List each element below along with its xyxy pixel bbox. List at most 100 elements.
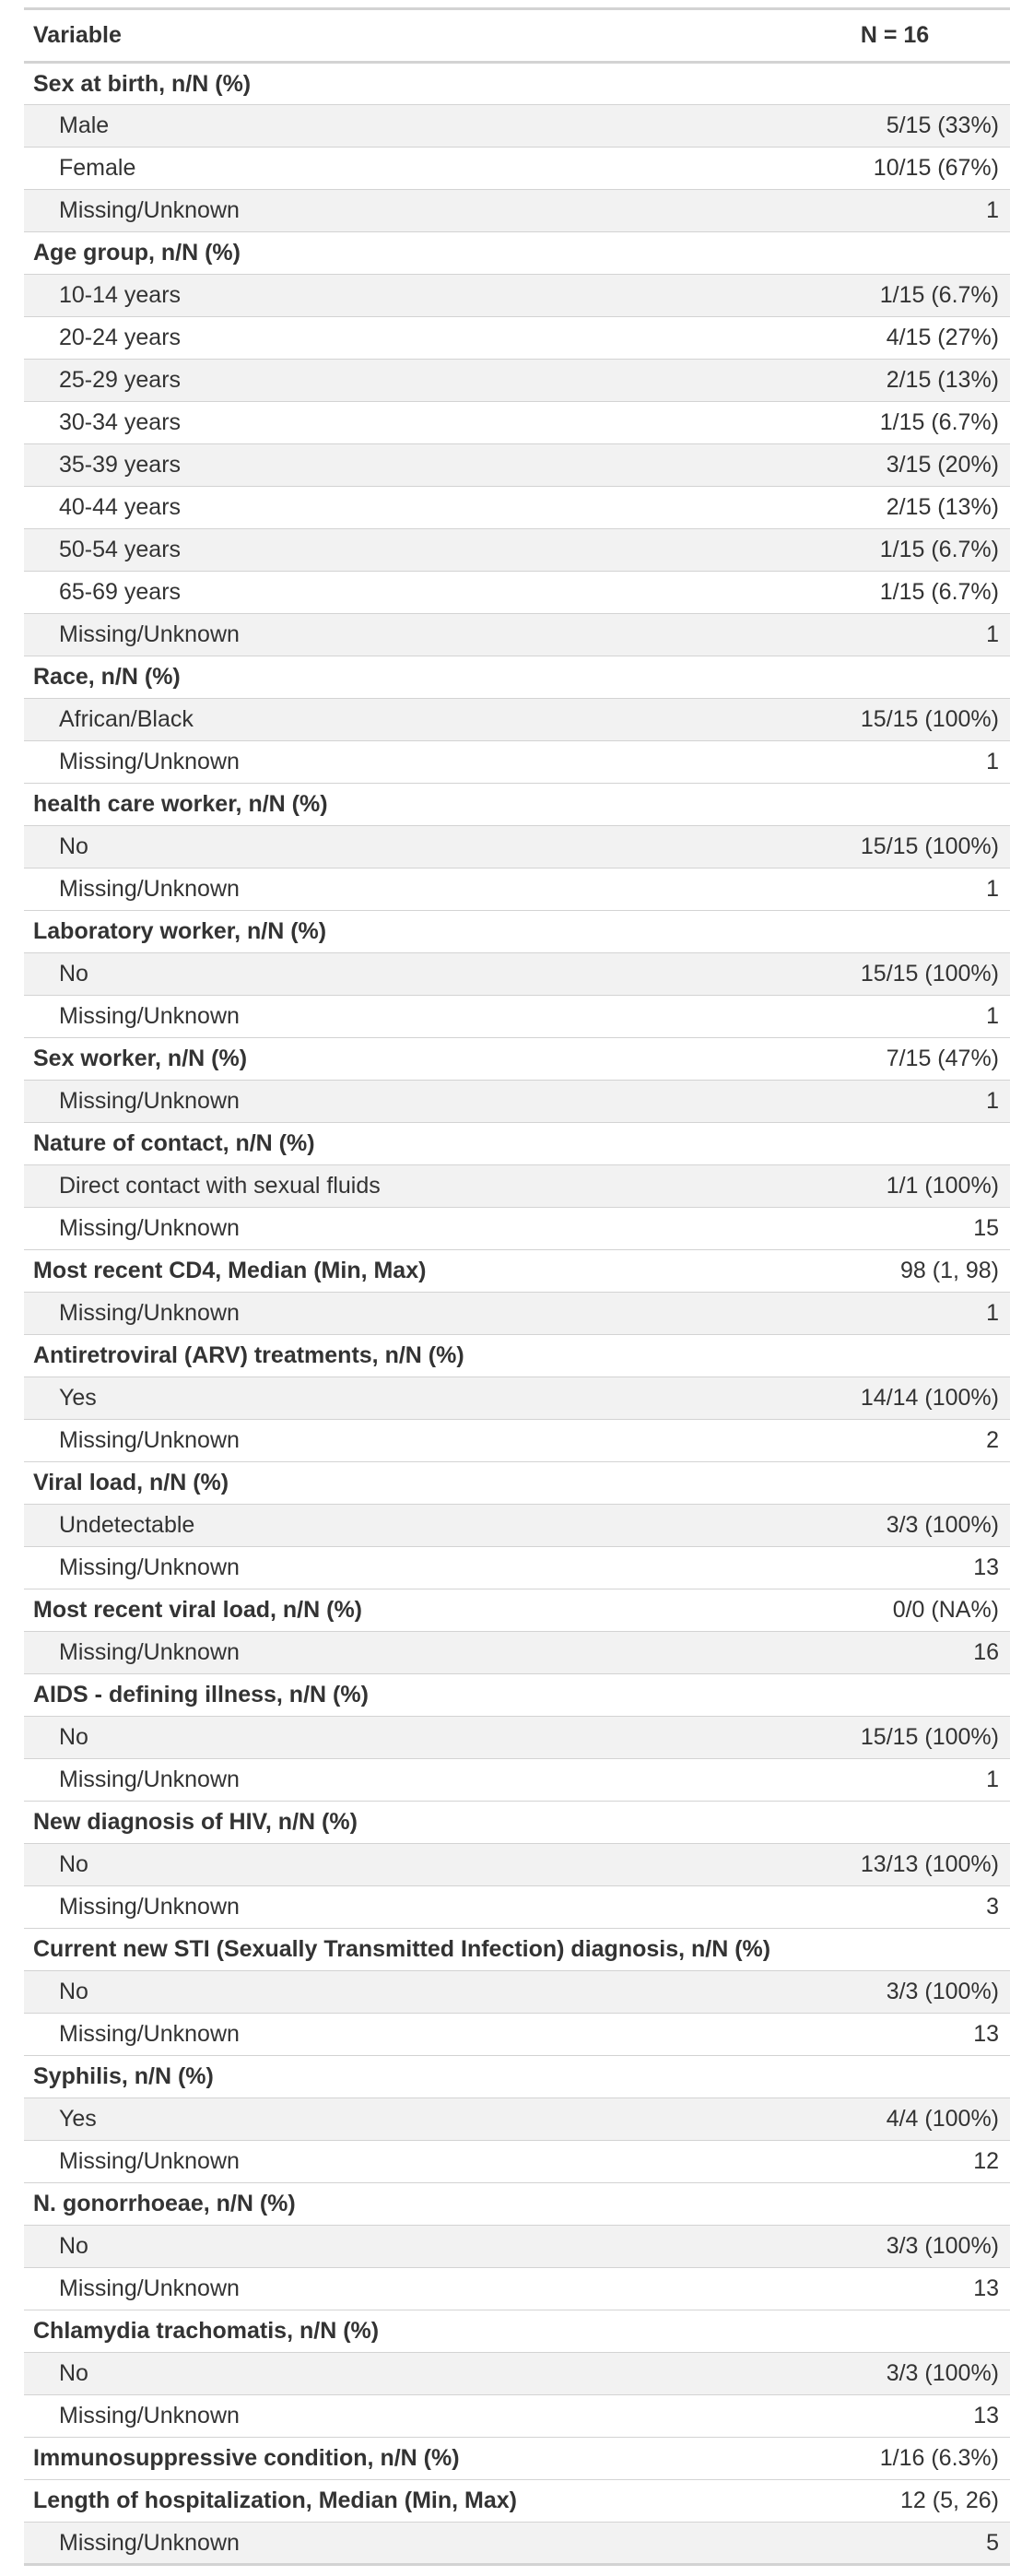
level-label: 10-14 years	[24, 274, 780, 317]
level-row: 25-29 years 2/15 (13%)	[24, 359, 1010, 402]
stat-value: 13	[780, 2267, 1010, 2310]
variable-row: Age group, n/N (%)	[24, 231, 1010, 275]
stat-value: 10/15 (67%)	[780, 147, 1010, 190]
stat-value	[780, 1673, 1010, 1717]
stat-value: 3/3 (100%)	[780, 1970, 1010, 2014]
stat-value: 13	[780, 2394, 1010, 2438]
level-label: Missing/Unknown	[24, 1207, 780, 1250]
level-row: No 15/15 (100%)	[24, 952, 1010, 996]
stat-value	[780, 1461, 1010, 1505]
level-label: Missing/Unknown	[24, 613, 780, 656]
variable-row: Nature of contact, n/N (%)	[24, 1122, 1010, 1165]
level-row: 40-44 years 2/15 (13%)	[24, 486, 1010, 529]
level-label: No	[24, 952, 780, 996]
level-row: Missing/Unknown 3	[24, 1885, 1010, 1929]
level-label: 65-69 years	[24, 571, 780, 614]
stat-value	[780, 2310, 1010, 2353]
level-row: Yes 4/4 (100%)	[24, 2097, 1010, 2141]
stat-value: 2/15 (13%)	[780, 359, 1010, 402]
stat-value: 2	[780, 1419, 1010, 1462]
stat-value: 15	[780, 1207, 1010, 1250]
level-row: 30-34 years 1/15 (6.7%)	[24, 401, 1010, 444]
stat-value: 14/14 (100%)	[780, 1377, 1010, 1420]
stat-value: 1	[780, 613, 1010, 656]
level-row: Missing/Unknown 13	[24, 1546, 1010, 1589]
level-row: 35-39 years 3/15 (20%)	[24, 443, 1010, 487]
stat-value: 13/13 (100%)	[780, 1843, 1010, 1886]
variable-label: Laboratory worker, n/N (%)	[24, 910, 780, 953]
stat-value	[780, 231, 1010, 275]
level-row: No 3/3 (100%)	[24, 2225, 1010, 2268]
level-label: No	[24, 825, 780, 869]
table-body: Sex at birth, n/N (%) Male 5/15 (33%) Femal…	[24, 62, 1010, 2566]
header-row: Variable N = 16	[24, 7, 1010, 64]
stat-value: 4/15 (27%)	[780, 316, 1010, 360]
variable-label: Chlamydia trachomatis, n/N (%)	[24, 2310, 780, 2353]
variable-row: Most recent viral load, n/N (%) 0/0 (NA%)	[24, 1589, 1010, 1632]
stat-value: 1	[780, 1080, 1010, 1123]
level-row: Undetectable 3/3 (100%)	[24, 1504, 1010, 1547]
level-row: Missing/Unknown 1	[24, 995, 1010, 1038]
level-label: Yes	[24, 1377, 780, 1420]
stat-value	[780, 2182, 1010, 2226]
level-row: 65-69 years 1/15 (6.7%)	[24, 571, 1010, 614]
stat-value: 16	[780, 1631, 1010, 1674]
level-row: Missing/Unknown 13	[24, 2013, 1010, 2056]
level-label: Male	[24, 104, 780, 148]
level-row: African/Black 15/15 (100%)	[24, 698, 1010, 741]
level-row: Direct contact with sexual fluids 1/1 (10…	[24, 1164, 1010, 1208]
level-label: Missing/Unknown	[24, 1631, 780, 1674]
level-label: Missing/Unknown	[24, 1546, 780, 1589]
level-label: Missing/Unknown	[24, 189, 780, 232]
stat-value	[780, 1334, 1010, 1377]
stat-value: 1	[780, 1758, 1010, 1802]
variable-row: Current new STI (Sexually Transmitted In…	[24, 1928, 1010, 1971]
level-label: 40-44 years	[24, 486, 780, 529]
stat-value: 15/15 (100%)	[780, 1716, 1010, 1759]
stat-value: 3/3 (100%)	[780, 1504, 1010, 1547]
level-label: Missing/Unknown	[24, 740, 780, 784]
level-label: Female	[24, 147, 780, 190]
stat-value: 1/15 (6.7%)	[780, 401, 1010, 444]
level-label: Missing/Unknown	[24, 1758, 780, 1802]
variable-row: Syphilis, n/N (%)	[24, 2055, 1010, 2098]
stat-value: 3/3 (100%)	[780, 2352, 1010, 2395]
variable-label: Length of hospitalization, Median (Min, …	[24, 2479, 780, 2523]
variable-label: Immunosuppressive condition, n/N (%)	[24, 2437, 780, 2480]
level-label: Missing/Unknown	[24, 868, 780, 911]
level-row: No 3/3 (100%)	[24, 2352, 1010, 2395]
stat-value: 1	[780, 1292, 1010, 1335]
level-label: 25-29 years	[24, 359, 780, 402]
stat-value	[780, 1122, 1010, 1165]
stat-value: 0/0 (NA%)	[780, 1589, 1010, 1632]
stat-value	[780, 656, 1010, 699]
level-row: Missing/Unknown 15	[24, 1207, 1010, 1250]
level-row: No 3/3 (100%)	[24, 1970, 1010, 2014]
stat-value: 3	[780, 1885, 1010, 1929]
level-label: 30-34 years	[24, 401, 780, 444]
stat-value: 3/15 (20%)	[780, 443, 1010, 487]
level-row: Missing/Unknown 1	[24, 740, 1010, 784]
stat-value	[780, 783, 1010, 826]
level-label: No	[24, 1970, 780, 2014]
summary-table-container: Variable N = 16 Sex at birth, n/N (%) Mal…	[24, 7, 1010, 2566]
level-label: 50-54 years	[24, 528, 780, 572]
stat-value: 2/15 (13%)	[780, 486, 1010, 529]
level-label: 20-24 years	[24, 316, 780, 360]
variable-row: New diagnosis of HIV, n/N (%)	[24, 1801, 1010, 1844]
stat-value	[780, 1928, 1010, 1971]
level-label: Missing/Unknown	[24, 2522, 780, 2566]
level-label: Direct contact with sexual fluids	[24, 1164, 780, 1208]
level-row: Missing/Unknown 1	[24, 1292, 1010, 1335]
variable-row: AIDS - defining illness, n/N (%)	[24, 1673, 1010, 1717]
level-row: 10-14 years 1/15 (6.7%)	[24, 274, 1010, 317]
variable-row: Length of hospitalization, Median (Min, …	[24, 2479, 1010, 2523]
level-row: 20-24 years 4/15 (27%)	[24, 316, 1010, 360]
level-label: 35-39 years	[24, 443, 780, 487]
variable-label: Race, n/N (%)	[24, 656, 780, 699]
stat-value: 1/15 (6.7%)	[780, 274, 1010, 317]
variable-row: Chlamydia trachomatis, n/N (%)	[24, 2310, 1010, 2353]
stat-value: 3/3 (100%)	[780, 2225, 1010, 2268]
level-row: Missing/Unknown 13	[24, 2394, 1010, 2438]
level-row: Missing/Unknown 1	[24, 189, 1010, 232]
